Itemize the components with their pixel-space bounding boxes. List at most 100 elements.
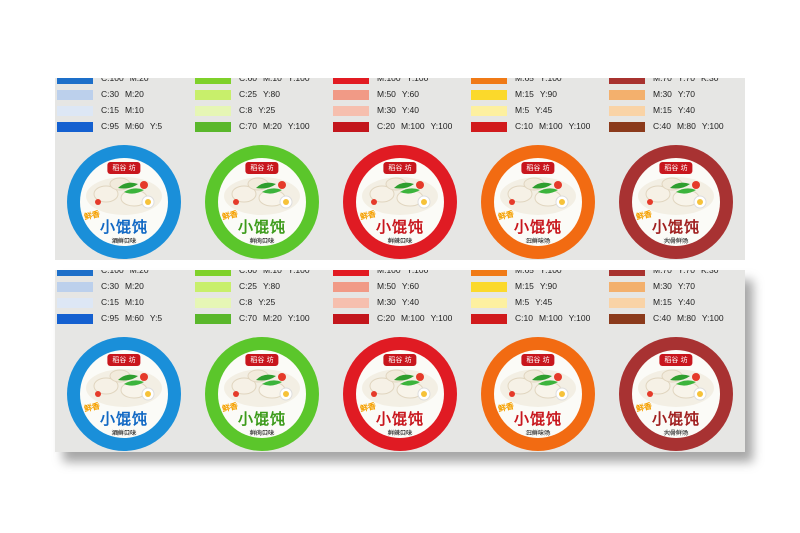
wonton-bowl-illustration (500, 177, 576, 215)
color-swatch (471, 78, 507, 84)
wonton-bowl-illustration (638, 177, 714, 215)
cmyk-value: Y:90 (539, 89, 557, 99)
cmyk-value: M:20 (262, 121, 282, 131)
cmyk-codes: M:30 Y:40 (377, 297, 431, 307)
swatch-row: C:70 M:20 Y:100 (195, 313, 333, 326)
brand-logo: 稻谷 坊 (383, 162, 417, 174)
color-swatch (609, 90, 645, 100)
cmyk-value: M:20 (124, 89, 144, 99)
color-swatch (195, 90, 231, 100)
cmyk-value: M:10 (124, 105, 144, 115)
product-title: 小馄饨 (651, 218, 700, 236)
swatch-row: C:100 M:20 (57, 78, 195, 86)
swatch-row: C:100 M:20 (57, 270, 195, 278)
swatch-row: C:40 M:80 Y:100 (609, 313, 745, 326)
swatch-row: M:70 Y:70 K:30 (609, 78, 745, 86)
net-weight-label: 净含量:120克 (249, 238, 275, 243)
color-swatch (471, 270, 507, 276)
brand-logo: 稻谷 坊 (107, 354, 141, 366)
cmyk-value: C:95 (101, 313, 119, 323)
color-swatch (471, 122, 507, 132)
cmyk-codes: C:100 M:20 (101, 78, 161, 83)
cmyk-codes: C:40 M:80 Y:100 (653, 313, 730, 323)
product-title: 小馄饨 (513, 218, 562, 236)
product-title: 小馄饨 (651, 410, 700, 428)
color-column: M:100 Y:100 M:50 Y:60 M:30 Y:40 C:20 M:100 Y:100… (333, 78, 471, 260)
cmyk-codes: C:70 M:20 Y:100 (239, 121, 316, 131)
cmyk-value: C:40 (653, 313, 671, 323)
cmyk-codes: C:8 Y:25 (239, 297, 287, 307)
cmyk-value: M:70 (653, 270, 672, 275)
cmyk-codes: C:8 Y:25 (239, 105, 287, 115)
product-title: 小馄饨 (375, 410, 424, 428)
cmyk-value: M:50 (377, 281, 396, 291)
net-weight-label: 净含量:120克 (663, 430, 689, 435)
cmyk-value: M:10 (124, 297, 144, 307)
cmyk-value: M:100 (400, 313, 425, 323)
wonton-bowl-illustration (362, 177, 438, 215)
cmyk-codes: C:10 M:100 Y:100 (515, 121, 596, 131)
flavor-label: 三鲜味汤 (525, 238, 551, 245)
cmyk-value: M:15 (515, 281, 534, 291)
swatch-row: C:95 M:60 Y:5 (57, 313, 195, 326)
color-swatch (333, 282, 369, 292)
swatch-row: C:10 M:100 Y:100 (471, 121, 609, 134)
swatch-row: C:40 M:80 Y:100 (609, 121, 745, 134)
product-title: 小馄饨 (513, 410, 562, 428)
cmyk-value: Y:40 (677, 297, 695, 307)
cmyk-value: Y:70 (677, 78, 695, 83)
color-swatch (57, 270, 93, 276)
cmyk-value: M:65 (515, 78, 534, 83)
swatch-row: M:50 Y:60 (333, 89, 471, 102)
cmyk-value: C:25 (239, 89, 257, 99)
cmyk-value: Y:40 (401, 297, 419, 307)
flavor-label: 大骨鲜汤 (663, 238, 689, 245)
color-swatch (195, 78, 231, 84)
wonton-bowl-illustration (362, 369, 438, 407)
cmyk-codes: M:15 Y:90 (515, 89, 569, 99)
cmyk-value: M:20 (262, 313, 282, 323)
color-swatch (333, 298, 369, 308)
cmyk-codes: M:65 Y:100 (515, 270, 574, 275)
cmyk-value: M:30 (653, 89, 672, 99)
color-column: C:60 M:10 Y:100 C:25 Y:80 C:8 Y:25 C:70 M:20 Y:10… (195, 78, 333, 260)
swatch-row: M:15 Y:90 (471, 89, 609, 102)
cmyk-value: C:100 (101, 78, 124, 83)
wonton-lid-label: 稻谷 坊 鲜香 小馄饨 三鲜味汤 净含量:120克 (481, 145, 595, 259)
cmyk-codes: M:70 Y:70 K:30 (653, 78, 724, 83)
color-column: M:65 Y:100 M:15 Y:90 M:5 Y:45 C:10 M:100 Y:100 稻… (471, 270, 609, 452)
wonton-lid-label: 稻谷 坊 鲜香 小馄饨 酒鲜口味 净含量:120克 (67, 145, 181, 259)
cmyk-value: C:25 (239, 281, 257, 291)
flavor-label: 鲜辣口味 (387, 430, 413, 437)
color-swatch (57, 78, 93, 84)
lid-inner-panel: 稻谷 坊 鲜香 小馄饨 鲜肉口味 净含量:120克 (218, 350, 306, 438)
cmyk-value: M:10 (262, 78, 282, 83)
wonton-bowl-illustration (86, 177, 162, 215)
swatch-row: M:65 Y:100 (471, 78, 609, 86)
cmyk-codes: C:70 M:20 Y:100 (239, 313, 316, 323)
cmyk-value: C:20 (377, 121, 395, 131)
cmyk-value: C:70 (239, 313, 257, 323)
color-swatch (195, 314, 231, 324)
color-swatch (57, 106, 93, 116)
color-column: C:100 M:20 C:30 M:20 C:15 M:10 C:95 M:60 Y:5 稻谷 … (57, 78, 195, 260)
wonton-bowl-illustration (500, 369, 576, 407)
cmyk-codes: C:95 M:60 Y:5 (101, 121, 168, 131)
swatch-row: M:5 Y:45 (471, 105, 609, 118)
cmyk-codes: M:50 Y:60 (377, 281, 431, 291)
lid-inner-panel: 稻谷 坊 鲜香 小馄饨 三鲜味汤 净含量:120克 (494, 350, 582, 438)
cmyk-value: M:30 (653, 281, 672, 291)
flavor-label: 鲜辣口味 (387, 238, 413, 245)
cmyk-codes: M:15 Y:40 (653, 105, 707, 115)
cmyk-value: M:60 (124, 313, 144, 323)
color-column: M:70 Y:70 K:30 M:30 Y:70 M:15 Y:40 C:40 M:80 Y:10… (609, 78, 745, 260)
cmyk-value: M:65 (515, 270, 534, 275)
color-swatch (195, 106, 231, 116)
flavor-label: 鲜肉口味 (249, 430, 275, 437)
cmyk-value: M:80 (676, 121, 696, 131)
swatch-row: M:100 Y:100 (333, 270, 471, 278)
cmyk-value: Y:70 (677, 270, 695, 275)
flavor-label: 酒鲜口味 (111, 238, 137, 245)
cmyk-codes: M:100 Y:100 (377, 78, 440, 83)
swatch-row: M:15 Y:40 (609, 297, 745, 310)
